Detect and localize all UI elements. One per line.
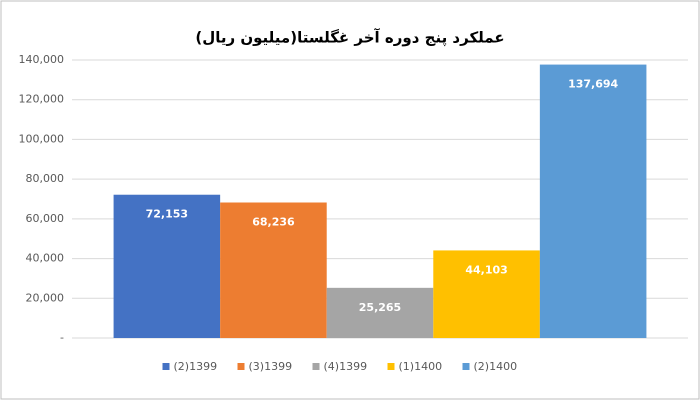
legend-label: (1)1400 (399, 360, 443, 373)
legend-swatch (462, 363, 470, 370)
bar (326, 287, 434, 338)
data-label: 72,153 (146, 208, 188, 221)
legend-label: (2)1399 (174, 360, 218, 373)
y-tick-label: 80,000 (26, 172, 65, 185)
data-label: 44,103 (465, 263, 507, 276)
legend-swatch (387, 363, 395, 370)
legend-swatch (237, 363, 245, 370)
bar (220, 202, 327, 338)
y-tick-label: 140,000 (19, 53, 65, 66)
legend-label: (2)1400 (474, 360, 518, 373)
y-tick-label: 20,000 (26, 291, 65, 304)
chart-title: عملکرد پنج دوره آخر غگلستا(میلیون ریال) (195, 29, 504, 48)
data-label: 68,236 (252, 216, 295, 229)
legend-swatch (312, 363, 320, 370)
y-tick-label: 100,000 (19, 132, 65, 145)
legend-label: (4)1399 (324, 360, 368, 373)
y-tick-label: 40,000 (26, 252, 65, 265)
y-tick-label: 120,000 (19, 93, 65, 106)
bar (433, 250, 540, 338)
bar (113, 194, 221, 338)
bar (539, 64, 647, 339)
y-tick-label: 60,000 (26, 212, 65, 225)
y-tick-label: - (60, 331, 64, 344)
data-label: 25,265 (359, 301, 401, 314)
legend-swatch (162, 363, 170, 370)
legend-label: (3)1399 (249, 360, 293, 373)
data-label: 137,694 (568, 78, 618, 91)
